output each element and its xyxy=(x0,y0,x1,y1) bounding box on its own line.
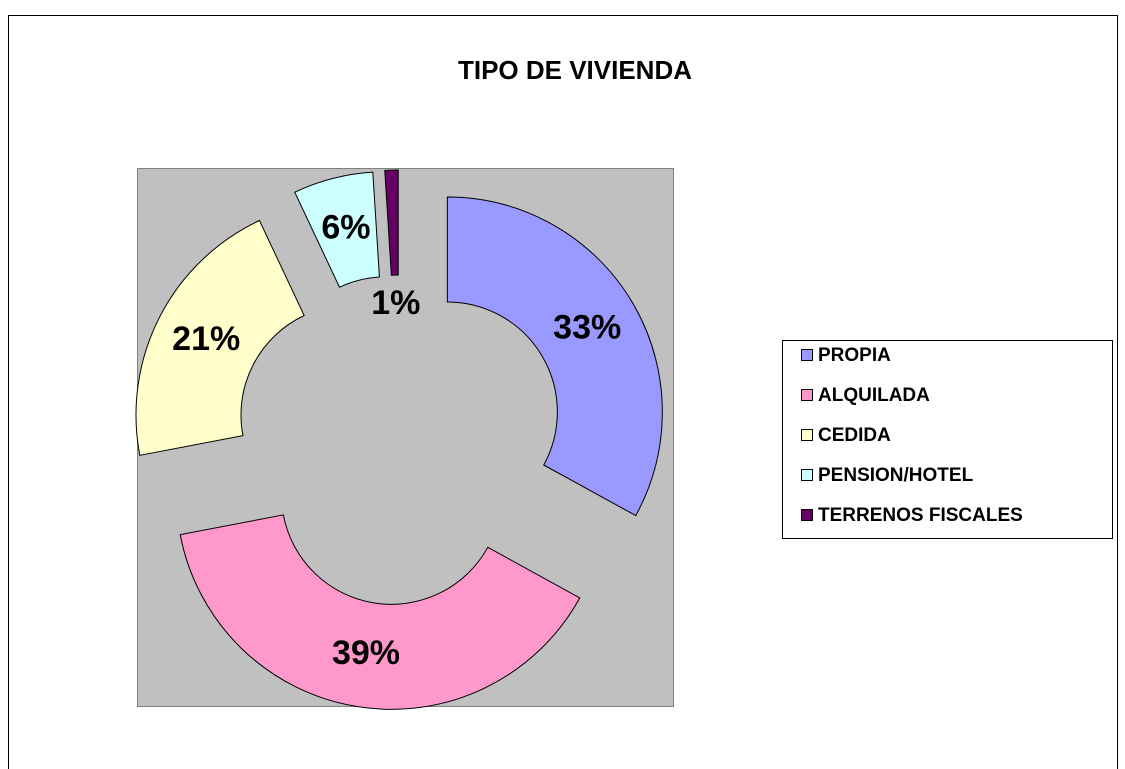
legend-swatch xyxy=(801,389,813,401)
legend-swatch xyxy=(801,469,813,481)
legend-label: TERRENOS FISCALES xyxy=(818,505,1023,526)
legend-swatch xyxy=(801,509,813,521)
chart-title: TIPO DE VIVIENDA xyxy=(458,55,692,85)
data-label: 21% xyxy=(172,320,240,358)
data-label: 6% xyxy=(321,208,370,246)
doughnut-slice xyxy=(446,196,663,517)
legend-label: CEDIDA xyxy=(818,425,891,446)
doughnut-slice xyxy=(179,514,581,710)
doughnut-slice xyxy=(294,171,380,288)
legend-label: PROPIA xyxy=(818,345,891,366)
data-label: 1% xyxy=(371,284,420,322)
doughnut-slice xyxy=(384,169,399,276)
legend-label: PENSION/HOTEL xyxy=(818,465,974,486)
legend-label: ALQUILADA xyxy=(818,385,930,406)
legend xyxy=(782,340,1113,539)
legend-swatch xyxy=(801,429,813,441)
legend-swatch xyxy=(801,349,813,361)
data-label: 39% xyxy=(332,634,400,672)
data-label: 33% xyxy=(553,308,621,346)
doughnut-slice xyxy=(135,219,305,456)
